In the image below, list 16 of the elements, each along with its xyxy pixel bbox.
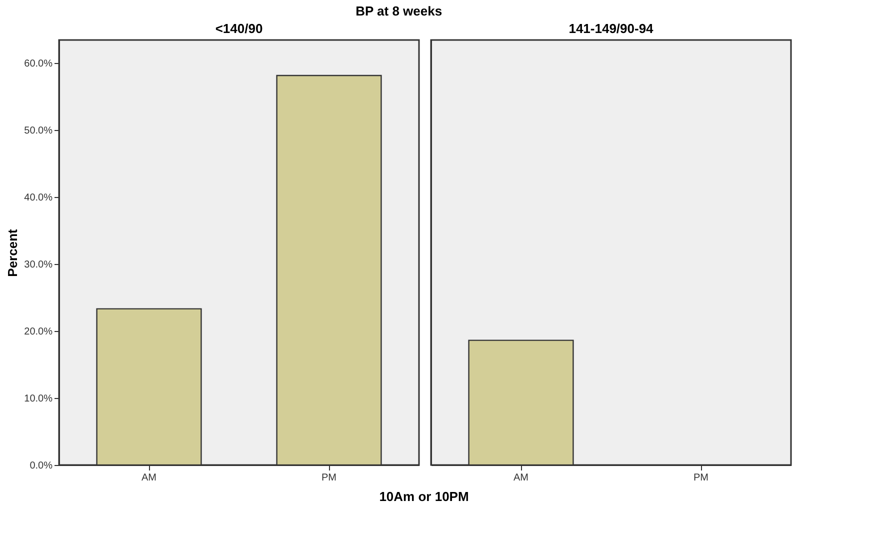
y-axis-title: Percent bbox=[5, 228, 20, 277]
y-tick-label: 0.0% bbox=[30, 460, 53, 472]
x-tick-label: PM bbox=[322, 472, 336, 484]
y-tick-label: 30.0% bbox=[24, 259, 53, 270]
x-tick-label: AM bbox=[142, 472, 156, 484]
y-tick-label: 20.0% bbox=[24, 326, 53, 338]
y-tick-label: 60.0% bbox=[24, 58, 53, 70]
x-tick-label: AM bbox=[514, 472, 528, 484]
y-tick-label: 10.0% bbox=[24, 393, 53, 404]
chart-title: <140/90 bbox=[215, 21, 263, 36]
y-tick-label: 50.0% bbox=[24, 125, 53, 136]
chart-title: 141-149/90-94 bbox=[568, 21, 654, 36]
x-tick-label: PM bbox=[694, 472, 708, 484]
y-tick-label: 40.0% bbox=[24, 192, 53, 204]
x-axis-title: 10Am or 10PM bbox=[379, 489, 469, 504]
text: BP at 8 weeks bbox=[356, 3, 442, 18]
